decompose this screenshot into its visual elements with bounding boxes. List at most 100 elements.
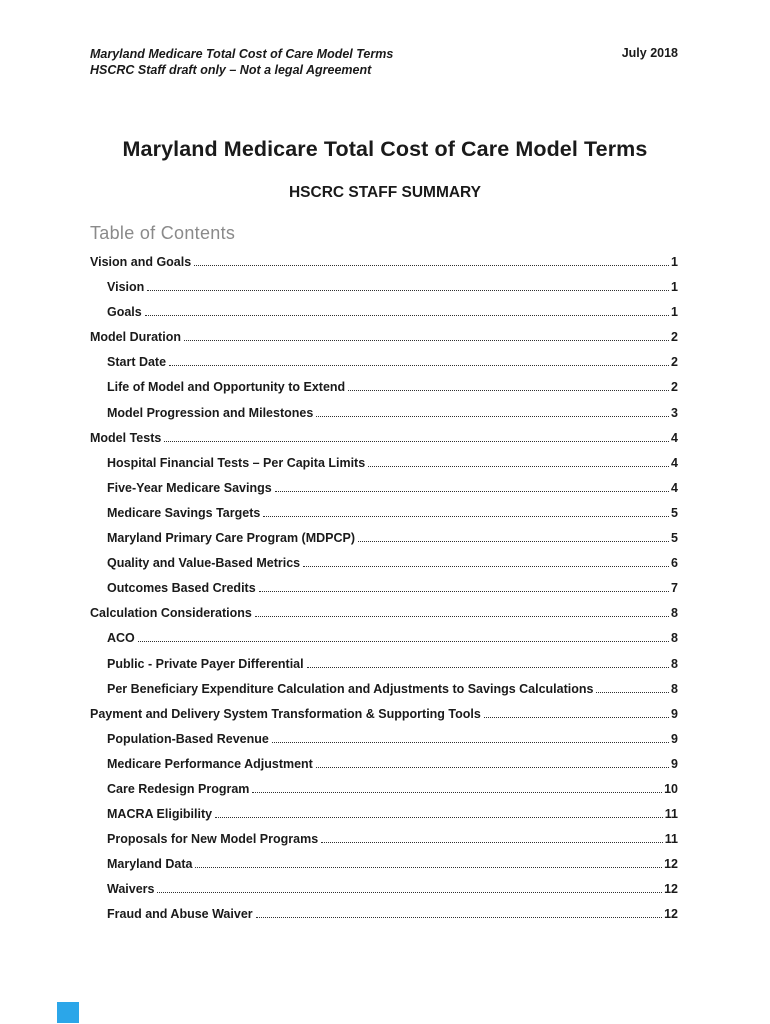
toc-entry[interactable]: Public - Private Payer Differential 8: [90, 652, 678, 677]
toc-entry[interactable]: Five-Year Medicare Savings 4: [90, 476, 678, 501]
toc-entry-label: Fraud and Abuse Waiver: [107, 907, 253, 922]
toc-entry-page: 9: [671, 756, 678, 771]
toc-entry[interactable]: Model Duration 2: [90, 325, 678, 350]
toc-entry-label: Care Redesign Program: [107, 781, 250, 796]
toc-entry-label: Outcomes Based Credits: [107, 581, 256, 596]
toc-dot-leader: [321, 842, 663, 844]
toc-entry-label: Waivers: [107, 882, 155, 897]
page-header: Maryland Medicare Total Cost of Care Mod…: [90, 46, 678, 78]
toc-dot-leader: [316, 415, 670, 417]
toc-dot-leader: [157, 892, 663, 894]
toc-entry-page: 2: [671, 380, 678, 395]
toc-entry-page: 7: [671, 581, 678, 596]
toc-dot-leader: [194, 265, 670, 266]
document-title: Maryland Medicare Total Cost of Care Mod…: [122, 137, 648, 161]
toc-entry-label: MACRA Eligibility: [107, 807, 213, 822]
toc-dot-leader: [483, 716, 670, 718]
toc-dot-leader: [183, 340, 670, 342]
toc-entry[interactable]: Care Redesign Program 10: [90, 777, 678, 802]
toc-entry[interactable]: Model Progression and Milestones 3: [90, 401, 678, 426]
toc-entry-label: ACO: [107, 631, 135, 646]
toc-entry-page: 1: [671, 280, 678, 295]
toc-entry[interactable]: Start Date 2: [90, 350, 678, 375]
toc-dot-leader: [596, 691, 670, 693]
toc-entry[interactable]: Quality and Value-Based Metrics 6: [90, 551, 678, 576]
toc-entry[interactable]: ACO 8: [90, 626, 678, 651]
toc-dot-leader: [303, 566, 670, 568]
toc-entry-label: Model Progression and Milestones: [107, 405, 314, 420]
toc-entry[interactable]: Vision and Goals 1: [90, 250, 678, 275]
toc-entry[interactable]: Proposals for New Model Programs 11: [90, 827, 678, 852]
toc-entry[interactable]: Maryland Data 12: [90, 852, 678, 877]
toc-entry-page: 11: [664, 807, 678, 822]
toc-entry-label: Vision and Goals: [90, 255, 192, 269]
toc-entry-label: Life of Model and Opportunity to Extend: [107, 380, 346, 395]
toc-entry-page: 11: [664, 832, 678, 847]
toc-entry[interactable]: Outcomes Based Credits 7: [90, 576, 678, 601]
toc-entry-label: Maryland Primary Care Program (MDPCP): [107, 531, 355, 546]
toc-dot-leader: [254, 616, 670, 618]
toc-dot-leader: [306, 666, 670, 668]
toc-entry[interactable]: Payment and Delivery System Transformati…: [90, 702, 678, 727]
toc-dot-leader: [144, 315, 670, 317]
toc-entry-label: Proposals for New Model Programs: [107, 832, 319, 847]
toc-entry-page: 4: [671, 455, 678, 470]
toc-entry-label: Model Tests: [90, 430, 162, 445]
toc-entry-page: 9: [671, 731, 678, 746]
toc-dot-leader: [195, 867, 663, 869]
toc-entry-label: Medicare Performance Adjustment: [107, 756, 313, 771]
toc-dot-leader: [215, 817, 663, 819]
toc-entry[interactable]: Hospital Financial Tests – Per Capita Li…: [90, 451, 678, 476]
toc-entry[interactable]: Vision 1: [90, 275, 678, 300]
toc-entry-page: 6: [671, 556, 678, 571]
toc-entry-page: 1: [671, 305, 678, 320]
toc-dot-leader: [258, 591, 670, 593]
toc-entry-page: 12: [664, 907, 678, 922]
toc-entry[interactable]: Goals 1: [90, 300, 678, 325]
toc-entry-label: Population-Based Revenue: [107, 731, 269, 746]
toc-entry[interactable]: Model Tests 4: [90, 426, 678, 451]
toc-dot-leader: [164, 440, 670, 442]
toc-dot-leader: [368, 465, 670, 467]
toc-entry-page: 9: [671, 706, 678, 721]
toc-entry[interactable]: Per Beneficiary Expenditure Calculation …: [90, 677, 678, 702]
toc-entry-label: Per Beneficiary Expenditure Calculation …: [107, 681, 594, 696]
toc-entry[interactable]: Calculation Considerations 8: [90, 601, 678, 626]
toc-entry[interactable]: Medicare Performance Adjustment 9: [90, 752, 678, 777]
toc-entry-label: Vision: [107, 280, 145, 295]
toc-entry[interactable]: Waivers 12: [90, 877, 678, 902]
toc-entry[interactable]: Population-Based Revenue 9: [90, 727, 678, 752]
toc-entry-label: Quality and Value-Based Metrics: [107, 556, 301, 571]
toc-dot-leader: [263, 515, 670, 517]
toc-heading: Table of Contents: [90, 223, 236, 243]
document-subtitle: HSCRC STAFF SUMMARY: [288, 184, 482, 201]
header-title-line: Maryland Medicare Total Cost of Care Mod…: [90, 47, 394, 61]
toc-dot-leader: [274, 490, 670, 492]
toc-entry-page: 4: [671, 430, 678, 445]
blue-field-marker[interactable]: [57, 1002, 79, 1023]
toc-entry-page: 4: [671, 480, 678, 495]
toc-entry-label: Public - Private Payer Differential: [107, 656, 304, 671]
toc-dot-leader: [147, 290, 670, 292]
toc-entry-label: Maryland Data: [107, 857, 193, 872]
toc-entry-page: 8: [671, 606, 678, 621]
toc-entry[interactable]: Fraud and Abuse Waiver 12: [90, 902, 678, 927]
toc-entry-label: Payment and Delivery System Transformati…: [90, 706, 481, 721]
toc-dot-leader: [358, 541, 670, 543]
toc-entry-label: Goals: [107, 305, 142, 320]
toc-entry-label: Medicare Savings Targets: [107, 505, 261, 520]
toc-dot-leader: [348, 390, 670, 392]
toc-entry[interactable]: Maryland Primary Care Program (MDPCP) 5: [90, 526, 678, 551]
toc-entry-page: 12: [664, 857, 678, 872]
toc-entry[interactable]: Medicare Savings Targets 5: [90, 501, 678, 526]
page-header-left: Maryland Medicare Total Cost of Care Mod…: [90, 46, 393, 78]
toc-entry-page: 1: [671, 255, 678, 269]
toc-entry-label: Five-Year Medicare Savings: [107, 480, 272, 495]
toc-entry[interactable]: Life of Model and Opportunity to Extend …: [90, 375, 678, 400]
toc-dot-leader: [255, 917, 663, 919]
toc-list: Vision and Goals 1 Vision 1 Goals 1 Mode…: [90, 250, 678, 928]
toc-dot-leader: [252, 791, 663, 793]
toc-entry[interactable]: MACRA Eligibility 11: [90, 802, 678, 827]
toc-entry-page: 2: [671, 355, 678, 370]
